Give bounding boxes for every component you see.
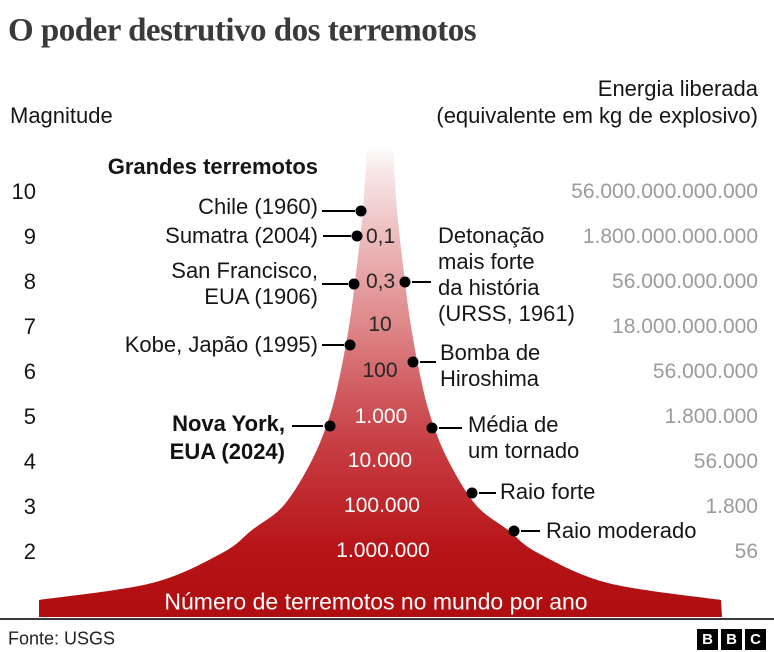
energy-axis-header-line1: Energia liberada bbox=[597, 76, 758, 101]
magnitude-tick-10: 10 bbox=[11, 179, 36, 204]
connector-lines bbox=[292, 210, 540, 532]
footer-divider bbox=[0, 618, 774, 620]
count-m3: 100.000 bbox=[344, 494, 420, 517]
energy-value-m9: 1.800.000.000.000 bbox=[582, 225, 758, 248]
bbc-logo-block-b2: B bbox=[721, 629, 742, 650]
data-point-markers bbox=[324, 205, 520, 537]
label-san-francisco-line2: EUA (1906) bbox=[204, 284, 318, 309]
count-m9: 0,1 bbox=[366, 225, 396, 248]
label-urss-line4: (URSS, 1961) bbox=[438, 301, 575, 326]
count-m4: 10.000 bbox=[347, 449, 413, 472]
chart-title: O poder destrutivo dos terremotos bbox=[8, 12, 477, 49]
hiroshima-marker bbox=[407, 356, 419, 368]
count-m2: 1.000.000 bbox=[336, 539, 430, 562]
kobe-marker bbox=[344, 339, 356, 351]
sumatra-marker bbox=[351, 230, 363, 242]
energy-value-m3: 1.800 bbox=[705, 495, 758, 518]
label-urss-line1: Detonação bbox=[438, 223, 545, 248]
energy-axis-header-line2: (equivalente em kg de explosivo) bbox=[436, 103, 758, 128]
label-hiroshima-line2: Hiroshima bbox=[440, 366, 540, 391]
group-header-grandes-terremotos: Grandes terremotos bbox=[107, 154, 318, 179]
count-m7: 10 bbox=[368, 313, 392, 336]
magnitude-tick-8: 8 bbox=[23, 269, 36, 294]
base-bar-label: Número de terremotos no mundo por ano bbox=[164, 588, 588, 615]
energy-value-m2: 56 bbox=[734, 540, 758, 563]
label-urss-line3: da história bbox=[438, 275, 540, 300]
label-nova-york-line2: EUA (2024) bbox=[169, 439, 285, 464]
label-raio-forte: Raio forte bbox=[500, 479, 596, 504]
magnitude-tick-3: 3 bbox=[23, 494, 36, 519]
bbc-logo: B B C bbox=[697, 629, 766, 650]
magnitude-tick-4: 4 bbox=[23, 449, 36, 474]
energy-value-m8: 56.000.000.000 bbox=[612, 270, 758, 293]
label-sumatra: Sumatra (2004) bbox=[165, 223, 318, 248]
label-tornado-line1: Média de bbox=[468, 412, 559, 437]
raio-forte-marker bbox=[466, 487, 478, 499]
magnitude-tick-5: 5 bbox=[23, 404, 36, 429]
energy-value-m7: 18.000.000.000 bbox=[612, 315, 758, 338]
label-san-francisco-line1: San Francisco, bbox=[171, 258, 318, 283]
magnitude-tick-7: 7 bbox=[23, 314, 36, 339]
label-urss-line2: mais forte bbox=[438, 249, 535, 274]
urss-marker bbox=[399, 276, 411, 288]
energy-value-m10: 56.000.000.000.000 bbox=[571, 180, 758, 203]
bbc-logo-block-b1: B bbox=[697, 629, 718, 650]
label-raio-moderado: Raio moderado bbox=[546, 518, 697, 543]
magnitude-tick-2: 2 bbox=[23, 539, 36, 564]
label-kobe: Kobe, Japão (1995) bbox=[124, 332, 318, 357]
count-m5: 1.000 bbox=[354, 405, 408, 428]
funnel-area bbox=[39, 146, 722, 617]
energy-value-m4: 56.000 bbox=[693, 450, 758, 473]
count-m6: 100 bbox=[362, 359, 398, 382]
raio-moderado-marker bbox=[508, 525, 520, 537]
tornado-marker bbox=[426, 422, 438, 434]
source-credit: Fonte: USGS bbox=[8, 628, 116, 649]
label-tornado-line2: um tornado bbox=[468, 438, 580, 463]
label-chile: Chile (1960) bbox=[198, 194, 318, 219]
sf-marker bbox=[348, 278, 360, 290]
energy-value-m6: 56.000.000 bbox=[652, 360, 758, 383]
magnitude-tick-6: 6 bbox=[23, 359, 36, 384]
ny-marker bbox=[324, 420, 336, 432]
energy-value-m5: 1.800.000 bbox=[664, 405, 758, 428]
label-hiroshima-line1: Bomba de bbox=[440, 340, 541, 365]
magnitude-axis-header: Magnitude bbox=[10, 103, 113, 128]
chile-marker bbox=[355, 205, 367, 217]
bbc-logo-block-c: C bbox=[745, 629, 766, 650]
count-m8: 0,3 bbox=[366, 270, 396, 293]
magnitude-tick-9: 9 bbox=[23, 224, 36, 249]
label-nova-york-line1: Nova York, bbox=[172, 411, 285, 436]
